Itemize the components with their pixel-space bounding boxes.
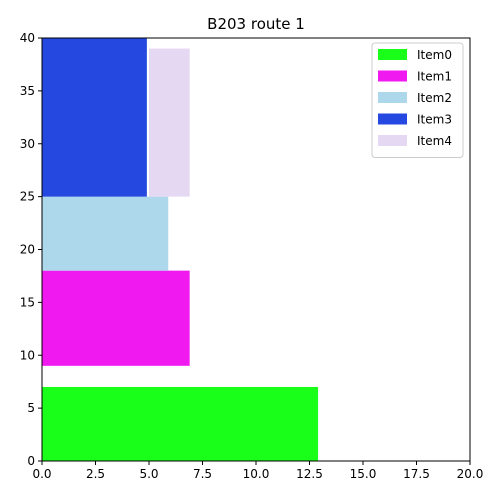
- legend-label-item1: Item1: [417, 70, 452, 84]
- legend-swatch-item1: [378, 70, 407, 82]
- y-tick-label: 30: [20, 137, 35, 151]
- x-tick-label: 0.0: [32, 467, 51, 481]
- y-tick-label: 5: [27, 401, 35, 415]
- y-tick-label: 15: [20, 295, 35, 309]
- bar-item2: [42, 196, 169, 271]
- legend-swatch-item2: [378, 92, 407, 103]
- x-tick-label: 10.0: [243, 467, 270, 481]
- y-tick-label: 10: [20, 348, 35, 362]
- chart-title: B203 route 1: [207, 15, 305, 33]
- x-tick-label: 20.0: [457, 467, 484, 481]
- x-axis: 0.0 2.5 5.0 7.5 10.0 12.5 15.0 17.5 20.0: [32, 461, 483, 481]
- y-tick-label: 20: [20, 243, 35, 257]
- y-tick-label: 35: [20, 84, 35, 98]
- x-tick-label: 12.5: [296, 467, 323, 481]
- legend-label-item0: Item0: [417, 48, 452, 62]
- legend-label-item3: Item3: [417, 113, 452, 127]
- x-tick-label: 2.5: [86, 467, 105, 481]
- y-tick-label: 25: [20, 190, 35, 204]
- y-tick-label: 0: [27, 454, 35, 468]
- x-tick-label: 5.0: [139, 467, 158, 481]
- bar-item3: [42, 38, 147, 197]
- legend-swatch-item0: [378, 49, 407, 60]
- legend-swatch-item3: [378, 113, 407, 125]
- x-tick-label: 7.5: [193, 467, 212, 481]
- y-axis: 0 5 10 15 20 25 30 35 40: [20, 31, 42, 468]
- legend-label-item4: Item4: [417, 134, 452, 148]
- bar-item4: [149, 48, 190, 197]
- bar-item0: [42, 386, 319, 461]
- legend-swatch-item4: [378, 135, 407, 146]
- bars-group: [42, 38, 319, 461]
- bar-item1: [42, 270, 190, 366]
- legend: Item0 Item1 Item2 Item3 Item4: [371, 42, 464, 158]
- x-tick-label: 17.5: [403, 467, 430, 481]
- legend-label-item2: Item2: [417, 91, 452, 105]
- y-tick-label: 40: [20, 31, 35, 45]
- x-tick-label: 15.0: [350, 467, 377, 481]
